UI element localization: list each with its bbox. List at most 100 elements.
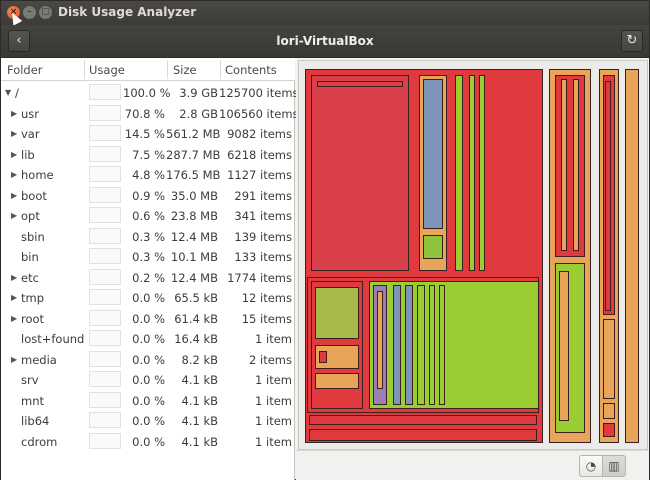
treemap-block[interactable] [429,285,435,405]
folder-tree-list[interactable]: Folder Usage Size Contents ▼/ 100.0 % 3.9 … [1,58,299,480]
usage-percent: 70.8 % [124,106,165,121]
treemap-block[interactable] [469,75,475,271]
folder-name: media [21,352,57,367]
usage-bar [89,84,121,100]
table-row[interactable]: ▶ var 14.5 % 561.2 MB 9082 items [1,123,295,144]
treemap-block[interactable] [319,351,327,363]
folder-size: 4.1 kB [181,373,219,387]
treemap-block[interactable] [377,291,383,389]
treemap-block[interactable] [423,235,443,259]
treemap-block[interactable] [315,287,359,339]
expand-arrow-icon[interactable]: ▶ [11,149,18,159]
treemap-block[interactable] [439,285,445,405]
treemap-block[interactable] [559,271,569,421]
expand-arrow-icon[interactable]: ▶ [11,170,18,179]
maximize-window-icon[interactable]: □ [39,6,52,19]
treemap-block[interactable] [317,81,403,87]
table-row[interactable]: lib64 0.0 % 4.1 kB 1 item [1,410,295,431]
minimize-window-icon[interactable]: – [23,6,36,19]
treemap-block[interactable] [405,285,413,405]
treemap-block[interactable] [423,79,443,229]
treemap-block[interactable] [625,69,639,443]
expand-arrow-icon[interactable]: ▶ [11,313,18,323]
column-divider [220,60,221,79]
item-count: 9082 items [227,127,292,141]
table-row[interactable]: mnt 0.0 % 4.1 kB 1 item [1,390,295,411]
expand-arrow-icon[interactable]: ▶ [11,108,18,118]
folder-size: 3.9 GB [179,86,218,100]
usage-bar [89,289,121,305]
treemap-block[interactable] [479,75,485,271]
folder-name: etc [21,270,39,285]
folder-rows: ▼/100.0 % 3.9 GB 125700 items ▶ usr 70.8 % 2.8… [1,82,299,452]
treemap-block[interactable] [603,319,615,399]
folder-size: 10.1 MB [170,250,218,264]
treemap-block[interactable] [603,423,615,437]
table-row[interactable]: ▶ tmp 0.0 % 65.5 kB 12 items [1,287,295,308]
folder-size: 4.1 kB [181,414,219,428]
ring-chart-button[interactable]: ◔ [579,455,603,477]
table-row[interactable]: ▶ lib 7.5 % 287.7 MB 6218 items [1,144,295,165]
usage-percent: 0.0 % [132,291,165,305]
column-size[interactable]: Size [173,63,197,77]
usage-bar [89,391,121,408]
expand-arrow-icon[interactable]: ▶ [11,354,18,364]
table-row[interactable]: lost+found 0.0 % 16.4 kB 1 item [1,328,295,349]
folder-size: 61.4 kB [174,311,218,326]
item-count: 2 items [249,352,292,367]
table-row[interactable]: ▶ home 4.8 % 176.5 MB 1127 items [1,164,295,185]
table-row[interactable]: bin 0.3 % 10.1 MB 133 items [1,246,295,267]
table-row[interactable]: cdrom 0.0 % 4.1 kB 1 item [1,431,295,452]
treemap-block[interactable] [561,79,567,251]
column-usage[interactable]: Usage [89,63,125,77]
item-count: 6218 items [227,147,292,162]
header-bar: ‹ lori-VirtualBox ↻ [1,25,649,58]
treemap-block[interactable] [309,415,537,425]
table-row[interactable]: sbin 0.3 % 12.4 MB 139 items [1,226,295,247]
treemap-canvas[interactable] [298,60,648,450]
treemap-block[interactable] [315,373,359,389]
treemap-block[interactable] [603,403,615,419]
folder-name: sbin [21,229,45,244]
treemap-block[interactable] [393,285,401,405]
table-row[interactable]: srv 0.0 % 4.1 kB 1 item [1,369,295,390]
treemap-block[interactable] [573,79,579,251]
expand-arrow-icon[interactable]: ▼ [5,88,12,97]
item-count: 106560 items [219,106,299,121]
item-count: 15 items [241,311,292,326]
folder-name: root [21,311,45,326]
usage-percent: 7.5 % [132,147,165,162]
column-contents[interactable]: Contents [225,63,277,77]
usage-percent: 0.9 % [132,188,165,203]
folder-size: 16.4 kB [174,332,218,346]
back-button[interactable]: ‹ [8,30,30,52]
refresh-button[interactable]: ↻ [621,30,643,52]
table-row[interactable]: ▶ media 0.0 % 8.2 kB 2 items [1,349,295,370]
treemap-chart-area [296,58,649,450]
table-row[interactable]: ▶ etc 0.2 % 12.4 MB 1774 items [1,267,295,288]
table-row[interactable]: ▶ usr 70.8 % 2.8 GB 106560 items [1,103,299,124]
treemap-block[interactable] [417,285,425,405]
treemap-block[interactable] [605,81,611,311]
close-window-icon[interactable]: × [7,6,20,19]
table-row[interactable]: ▶ boot 0.9 % 35.0 MB 291 items [1,185,295,206]
treemap-chart-button[interactable]: ▥ [602,455,626,477]
column-divider [167,60,168,79]
expand-arrow-icon[interactable]: ▶ [11,211,18,220]
treemap-block[interactable] [555,75,585,257]
folder-name: / [15,86,19,100]
table-row[interactable]: ▶ opt 0.6 % 23.8 MB 341 items [1,205,295,226]
expand-arrow-icon[interactable]: ▶ [11,129,18,138]
table-row[interactable]: ▼/ 100.0 % 3.9 GB 125700 items [1,82,299,103]
treemap-block[interactable] [311,75,409,271]
expand-arrow-icon[interactable]: ▶ [11,272,18,282]
usage-bar [89,166,121,182]
usage-percent: 0.0 % [132,332,165,346]
treemap-block[interactable] [309,429,537,441]
folder-size: 23.8 MB [170,209,218,223]
table-row[interactable]: ▶ root 0.0 % 61.4 kB 15 items [1,308,295,329]
treemap-block[interactable] [455,75,463,271]
expand-arrow-icon[interactable]: ▶ [11,293,18,302]
column-folder[interactable]: Folder [7,63,43,77]
expand-arrow-icon[interactable]: ▶ [11,190,18,200]
